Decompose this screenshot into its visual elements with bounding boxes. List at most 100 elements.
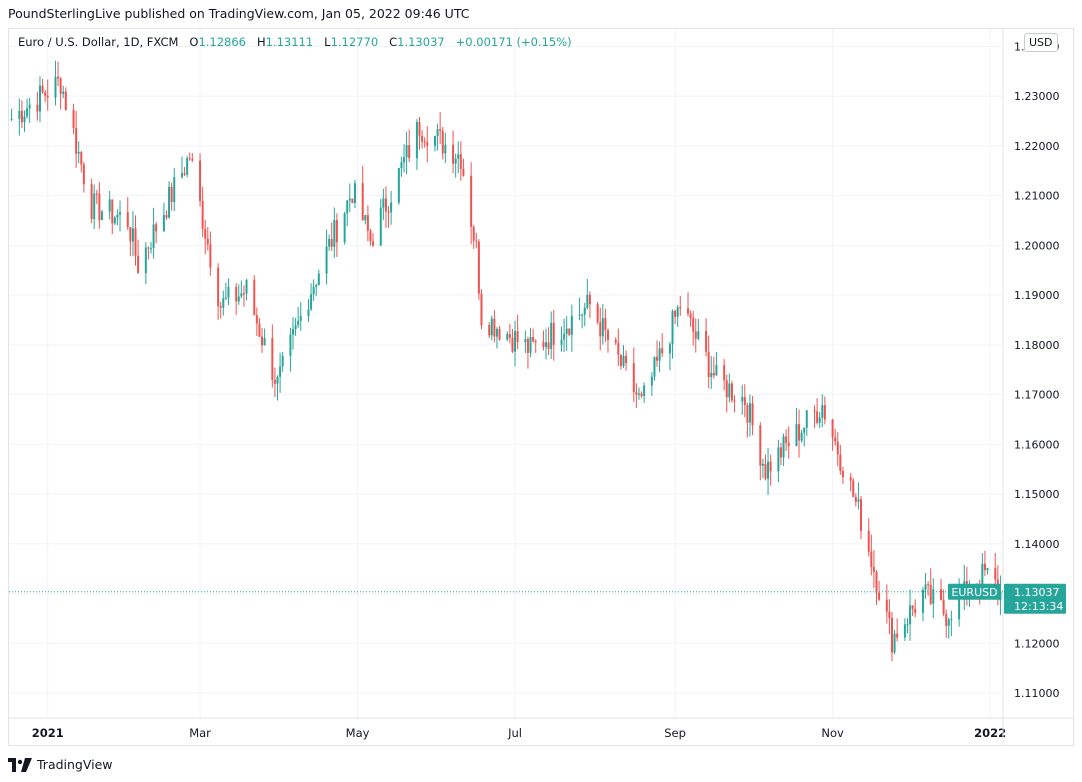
candle-body <box>237 296 240 302</box>
footer-brand: TradingView <box>37 757 113 772</box>
candle-body <box>335 220 338 243</box>
candle-body <box>958 593 961 620</box>
candle-body <box>581 314 584 316</box>
legend-symbol: Euro / U.S. Dollar, 1D, FXCM <box>18 35 179 49</box>
candle-body <box>90 184 93 220</box>
candle-body <box>307 309 310 316</box>
candle-body <box>333 220 336 247</box>
candle-body <box>661 348 664 354</box>
candle-body <box>292 329 294 335</box>
candle-body <box>896 633 899 638</box>
x-tick-label: 2022 <box>974 726 1006 740</box>
candle-body <box>289 334 292 356</box>
y-tick-label: 1.11000 <box>1014 687 1060 700</box>
candle-body <box>839 454 842 471</box>
candle-body <box>379 207 382 246</box>
candle-body <box>372 241 375 246</box>
candle-body <box>728 383 731 398</box>
x-tick-label: Sep <box>664 726 686 740</box>
candle-body <box>57 76 60 79</box>
candle-body <box>903 624 906 638</box>
candle-body <box>100 211 103 221</box>
candle-body <box>498 328 501 340</box>
candle-body <box>950 619 953 621</box>
candle-body <box>857 499 860 502</box>
candle-body <box>312 287 315 295</box>
x-tick-label: 2021 <box>32 726 64 740</box>
candle-body <box>547 342 550 349</box>
candle-body <box>44 92 47 96</box>
candle-body <box>514 331 517 352</box>
candle-body <box>606 330 609 340</box>
candle-body <box>785 436 788 443</box>
candle-body <box>325 246 328 274</box>
candle-body <box>426 142 429 146</box>
candle-body <box>72 109 75 128</box>
candle-body <box>41 85 44 93</box>
candle-body <box>671 310 674 345</box>
candle-body <box>222 298 225 308</box>
candle-body <box>632 363 635 393</box>
candle-body <box>932 589 935 604</box>
candle-body <box>779 447 782 458</box>
candle-layer <box>10 60 1002 662</box>
candle-body <box>294 325 297 330</box>
candle-body <box>924 584 927 590</box>
candle-body <box>155 224 158 232</box>
candle-body <box>82 164 85 185</box>
candle-body <box>235 287 238 302</box>
candle-body <box>93 193 96 220</box>
tradingview-logo-icon <box>8 757 32 772</box>
price-tag-bg <box>1004 583 1066 614</box>
candle-body <box>725 380 728 398</box>
y-tick-label: 1.23000 <box>1014 90 1060 103</box>
candle-body <box>183 173 186 175</box>
candle-body <box>454 158 457 164</box>
candle-body <box>273 379 276 384</box>
candle-body <box>888 611 891 618</box>
candle-body <box>604 318 607 331</box>
candle-body <box>586 294 589 308</box>
candle-body <box>599 322 602 337</box>
candle-body <box>751 403 754 426</box>
candle-body <box>705 330 708 352</box>
candle-body <box>188 158 191 160</box>
candle-body <box>475 240 478 242</box>
candle-body <box>769 461 772 472</box>
candle-body <box>679 307 682 309</box>
candle-body <box>800 432 803 441</box>
candle-body <box>803 427 806 433</box>
candle-body <box>712 372 715 376</box>
y-tick-label: 1.17000 <box>1014 389 1060 402</box>
candle-body <box>80 151 83 165</box>
candle-body <box>361 183 364 221</box>
candle-body <box>452 144 455 164</box>
candle-body <box>10 118 13 120</box>
y-tick-label: 1.14000 <box>1014 538 1060 551</box>
candle-body <box>261 336 264 346</box>
candle-body <box>170 186 173 202</box>
candle-body <box>444 144 447 154</box>
publisher-line: PoundSterlingLive published on TradingVi… <box>8 6 470 21</box>
candle-body <box>147 247 150 249</box>
currency-button[interactable]: USD <box>1024 33 1058 52</box>
y-tick-label: 1.16000 <box>1014 438 1060 451</box>
candle-body <box>390 202 393 213</box>
candle-body <box>348 198 351 201</box>
candle-body <box>885 599 888 612</box>
candle-body <box>472 226 475 241</box>
candle-body <box>875 572 878 593</box>
candle-body <box>116 214 119 218</box>
candle-body <box>743 396 746 406</box>
candle-body <box>206 238 209 245</box>
x-tick-label: Jul <box>507 726 522 740</box>
candle-body <box>152 224 155 249</box>
candle-body <box>400 162 403 169</box>
candle-body <box>511 337 514 352</box>
candle-body <box>131 228 134 242</box>
candle-body <box>351 198 354 203</box>
candle-body <box>614 339 617 343</box>
candle-body <box>315 285 318 288</box>
candle-body <box>436 129 439 137</box>
